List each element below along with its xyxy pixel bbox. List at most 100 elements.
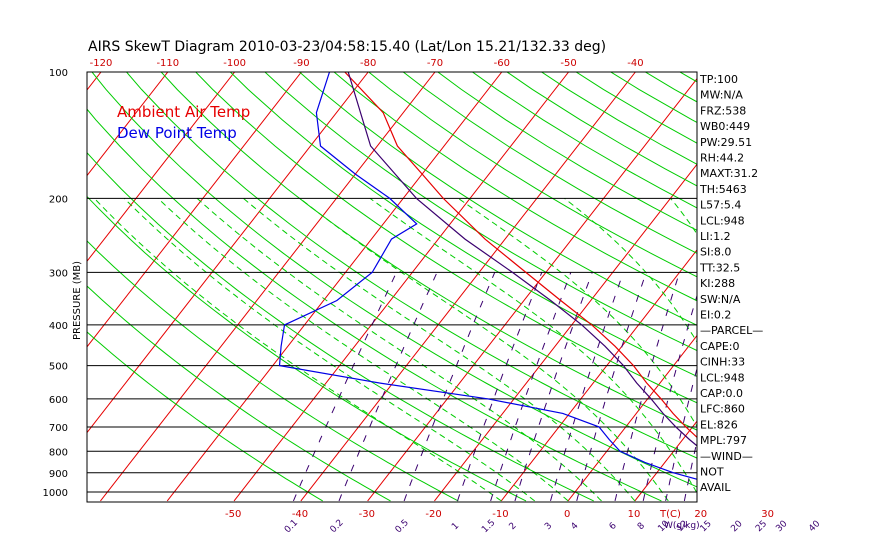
isotherm-line (166, 72, 503, 502)
mixing-ratio-line (550, 272, 624, 502)
mixing-ratio-line (816, 272, 853, 501)
stability-index: L57:5.4 (700, 199, 741, 212)
top-temperature-tick: -100 (223, 58, 246, 69)
dry-adiabat-line (160, 72, 697, 431)
stability-index: LFC:860 (700, 403, 745, 416)
bottom-temperature-tick: -30 (359, 509, 375, 520)
mixing-ratio-tick: 6 (608, 521, 619, 532)
mixing-ratio-tick: 3 (543, 521, 554, 532)
stability-index: EI:0.2 (700, 309, 731, 322)
top-temperature-ticks: -120 -110 -100 -90 -80 -70 -60 -50 -40 (90, 58, 644, 69)
isotherm-line (87, 72, 302, 348)
dry-adiabat-line (87, 331, 323, 502)
mixing-ratio-tick: 8 (636, 521, 647, 532)
series-dew-point-temp-line (278, 72, 697, 480)
pressure-tick-label: 900 (49, 469, 68, 480)
pressure-tick-label: 400 (49, 321, 68, 332)
stability-indices: TP:100 MW:N/A FRZ:538 WB0:449 PW:29.51 RH:44.… (699, 73, 763, 494)
mixing-ratio-tick: 4 (569, 521, 580, 532)
isotherm-line (634, 420, 697, 502)
mixing-ratio-line (514, 272, 593, 502)
moist-adiabat-line (299, 198, 669, 502)
stability-index: WB0:449 (700, 120, 750, 133)
isotherm-line (768, 72, 870, 501)
pressure-tick-label: 100 (49, 68, 68, 79)
stability-index: LCL:948 (700, 371, 745, 384)
stability-index: NOT (700, 466, 724, 479)
mixing-ratio-tick: 0.2 (329, 518, 346, 535)
stability-index: LCL:948 (700, 214, 745, 227)
isotherm-line (87, 72, 235, 263)
stability-index: MAXT:31.2 (700, 167, 758, 180)
bottom-temperature-tick: -10 (492, 509, 508, 520)
bottom-temperature-tick: -20 (425, 509, 441, 520)
stability-index: CINH:33 (700, 356, 745, 369)
pressure-tick-label: 200 (49, 194, 68, 205)
isotherm-line (567, 334, 697, 502)
bottom-temperature-tick: 0 (564, 509, 570, 520)
mixing-ratio-tick: 30 (774, 519, 789, 534)
isotherm-line (835, 72, 870, 501)
plot-frame (86, 71, 698, 503)
top-temperature-tick: -40 (627, 58, 643, 69)
dry-adiabat-line (506, 72, 697, 187)
series-ambient-air-temp-line (344, 72, 697, 439)
plot-area (87, 72, 870, 502)
isotherm-line (300, 72, 636, 502)
dry-adiabat-line (87, 108, 662, 502)
stability-index: KI:288 (700, 277, 735, 290)
series-parcel-line (347, 72, 697, 447)
pressure-tick-label: 700 (49, 423, 68, 434)
temperature-unit-label: T(C) (659, 509, 681, 520)
mixing-ratio-tick: 1.5 (480, 518, 497, 535)
isotherm-line (367, 77, 697, 502)
dry-adiabat-line (91, 72, 697, 488)
moist-adiabat-line (458, 197, 697, 428)
mixing-ratio-tick: 0.1 (283, 518, 300, 535)
bottom-temperature-ticks: -50 -40 -30 -20 -10 0 10 20 30 (225, 509, 774, 520)
chart-title: AIRS SkewT Diagram 2010-03-23/04:58:15.4… (88, 39, 606, 55)
dry-adiabat-line (333, 72, 697, 302)
stability-index: —WIND— (700, 450, 753, 463)
stability-index: LI:1.2 (700, 230, 731, 243)
bottom-temperature-tick: 20 (694, 509, 707, 520)
top-temperature-tick: -110 (156, 58, 179, 69)
mixing-ratio-ticks: 0.1 0.2 0.5 1 1.5 2 3 4 6 8 10 12 15 20 25 30 40 (283, 518, 823, 535)
stability-index: —PARCEL— (700, 324, 763, 337)
bottom-temperature-tick: 30 (761, 509, 774, 520)
stability-index: AVAIL (700, 481, 731, 494)
stability-index: SW:N/A (700, 293, 741, 306)
dry-adiabat-line (87, 285, 391, 502)
moist-adiabat-line (123, 198, 536, 502)
mixing-ratio-unit-label: W(g/kg) (664, 521, 700, 531)
stability-index: MW:N/A (700, 89, 743, 102)
dry-adiabat-line (87, 152, 594, 502)
pressure-tick-label: 1000 (43, 488, 68, 499)
top-temperature-tick: -90 (293, 58, 309, 69)
dry-adiabat-line (264, 72, 697, 352)
dry-adiabat-line (125, 72, 697, 459)
moist-adiabat-line (564, 198, 697, 344)
top-temperature-tick: -50 (560, 58, 576, 69)
mixing-ratio-line (665, 366, 697, 502)
top-temperature-tick: -70 (427, 58, 443, 69)
stability-index: MPL:797 (700, 434, 747, 447)
y-axis-label: PRESSURE (MB) (72, 261, 83, 340)
pressure-tick-labels: 100 200 300 400 500 600 700 800 900 1000 (43, 68, 68, 499)
pressure-tick-label: 800 (49, 447, 68, 458)
isotherm-line (87, 72, 169, 177)
dry-adiabat-line (229, 72, 697, 377)
stability-index: TT:32.5 (699, 261, 740, 274)
mixing-ratio-line (784, 272, 825, 501)
stability-index: SI:8.0 (700, 246, 731, 259)
mixing-ratio-line (292, 272, 397, 502)
legend: Ambient Air Temp Dew Point Temp (117, 103, 250, 142)
stability-index: PW:29.51 (700, 136, 752, 149)
mixing-ratio-tick: 40 (807, 519, 822, 534)
dry-adiabat-line (678, 72, 697, 83)
mixing-ratio-line (576, 272, 647, 502)
legend-dew-point-temp: Dew Point Temp (117, 124, 237, 142)
top-temperature-tick: -120 (90, 58, 113, 69)
dry-adiabat-line (298, 72, 697, 326)
